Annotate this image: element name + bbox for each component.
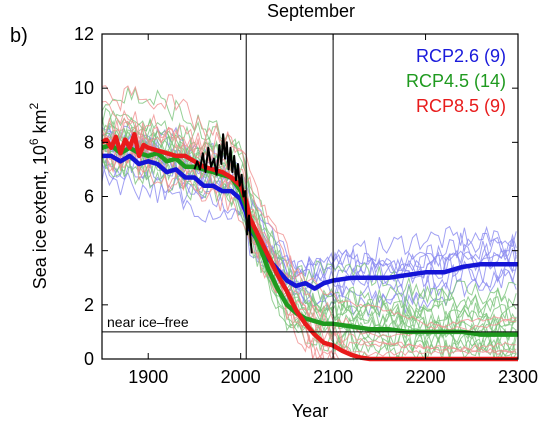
x-tick-label: 1900: [128, 367, 168, 387]
x-tick-label: 2100: [313, 367, 353, 387]
x-tick-label: 2300: [498, 367, 538, 387]
legend-entry: RCP8.5 (9): [416, 96, 506, 116]
y-tick-label: 10: [74, 78, 94, 98]
x-axis-label: Year: [292, 401, 328, 421]
member-run-line: [101, 109, 517, 328]
member-run-line: [101, 85, 517, 332]
near-ice-free-label: near ice–free: [107, 314, 189, 330]
legend: RCP2.6 (9) RCP4.5 (14) RCP8.5 (9): [406, 46, 506, 116]
y-axis-label-exponent: 6: [27, 138, 41, 145]
member-run-line: [101, 128, 517, 341]
period-dividers: [245, 34, 334, 359]
chart-title: September: [267, 1, 355, 21]
legend-entry: RCP4.5 (14): [406, 71, 506, 91]
x-tick-label: 2200: [406, 367, 446, 387]
member-run-line: [101, 100, 517, 338]
y-axis-label-unit-exponent: 2: [27, 102, 41, 109]
y-tick-label: 12: [74, 24, 94, 44]
legend-entry: RCP2.6 (9): [416, 46, 506, 66]
y-axis: 0 2 4 6 8 10 12: [74, 24, 518, 369]
member-run-line: [101, 85, 517, 314]
x-tick-label: 2000: [221, 367, 261, 387]
y-tick-label: 8: [84, 132, 94, 152]
y-tick-label: 6: [84, 187, 94, 207]
panel-label: b): [10, 25, 28, 47]
x-axis: 1900 2000 2100 2200 2300: [128, 34, 538, 387]
member-run-line: [101, 107, 517, 311]
ensemble-mean-line-3: [100, 131, 518, 362]
y-tick-label: 4: [84, 241, 94, 261]
y-axis-label-main: Sea ice extent, 10: [30, 145, 50, 289]
observed-series-line: [193, 133, 253, 254]
y-tick-label: 0: [84, 349, 94, 369]
y-axis-label-unit: km: [30, 109, 50, 138]
y-tick-label: 2: [84, 295, 94, 315]
y-axis-label: Sea ice extent, 106 km2: [27, 102, 50, 289]
member-run-line: [101, 159, 517, 307]
